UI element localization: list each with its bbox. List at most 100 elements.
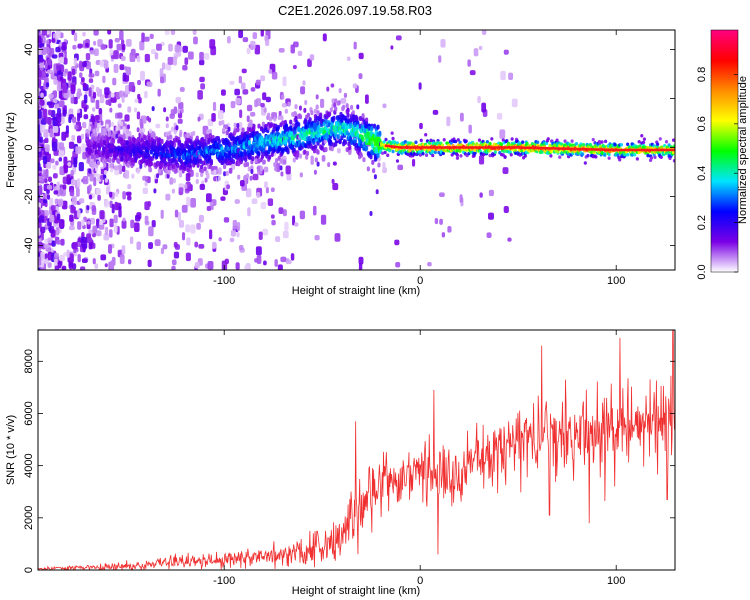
spectrogram-cell: [222, 164, 227, 170]
spectrogram-cell: [190, 224, 196, 234]
spectrogram-cell: [250, 165, 254, 171]
y-tick-label: 40: [23, 43, 35, 55]
spectrogram-cell: [136, 127, 140, 133]
spectrogram-cell: [61, 200, 68, 210]
spectrogram-cell: [104, 177, 109, 183]
spectrogram-cell: [478, 155, 485, 165]
spectrogram-cell: [178, 172, 183, 178]
spectrogram-cell: [103, 173, 107, 179]
spectrogram-cell: [555, 138, 559, 142]
spectrogram-cell: [89, 217, 95, 225]
spectrogram-cell: [428, 141, 432, 145]
y-tick-label: 0: [23, 567, 35, 573]
spectrogram-cell: [238, 75, 242, 84]
spectrogram-cell: [46, 30, 50, 35]
spectrogram-cell: [438, 55, 442, 63]
spectrogram-cell: [432, 109, 439, 115]
spectrogram-cell: [390, 131, 394, 135]
spectrogram-cell: [228, 167, 233, 174]
spectrogram-cell: [126, 39, 132, 47]
spectrogram-cell: [231, 159, 236, 165]
spectrogram-cell: [514, 148, 518, 153]
spectrogram-cell: [38, 129, 41, 139]
spectrogram-cell: [186, 167, 191, 173]
spectrogram-cell: [260, 75, 266, 82]
spectrogram-cell: [71, 242, 78, 250]
spectrogram-cell: [144, 36, 150, 42]
spectrogram-cell: [536, 140, 540, 144]
spectrogram-cell: [38, 256, 42, 266]
spectrogram-cell: [71, 116, 77, 123]
spectrogram-cell: [372, 168, 376, 174]
spectrogram-cell: [208, 133, 213, 139]
spectrogram-cell: [285, 165, 291, 175]
spectrogram-cell: [118, 205, 122, 211]
spectrogram-cell: [102, 75, 106, 84]
spectrogram-cell: [297, 50, 303, 56]
spectrogram-cell: [85, 53, 91, 61]
spectrogram-cell: [471, 142, 475, 146]
spectrogram-cell: [51, 38, 56, 43]
spectrogram-cell: [251, 156, 255, 162]
spectrogram-cell: [234, 144, 238, 150]
spectrogram-cell: [254, 44, 261, 55]
spectrogram-cell: [134, 98, 139, 104]
spectrogram-cell: [174, 168, 178, 174]
spectrogram-cell: [122, 72, 127, 82]
spectrogram-cell: [132, 143, 136, 149]
spectrogram-cell: [106, 186, 110, 195]
spectrogram-cell: [119, 64, 125, 71]
spectrogram-cell: [659, 155, 663, 159]
spectrogram-cell: [169, 134, 173, 140]
spectrogram-cell: [280, 171, 284, 177]
spectrogram-cell: [60, 238, 65, 246]
spectrogram-cell: [193, 36, 198, 45]
spectrogram-cell: [468, 124, 472, 134]
spectrogram-cell: [83, 114, 89, 120]
x-tick-label: -100: [213, 275, 235, 287]
spectrogram-cell: [206, 129, 210, 135]
spectrogram-cell: [160, 209, 164, 219]
spectrogram-cell: [139, 118, 143, 127]
spectrogram-cell: [133, 107, 138, 113]
spectrogram-cell: [38, 48, 43, 55]
spectrogram-cell: [340, 135, 344, 141]
spectrogram-cell: [390, 45, 394, 50]
spectrogram-cell: [44, 62, 48, 70]
spectrogram-cell: [95, 127, 100, 133]
spectrogram-cell: [439, 218, 443, 225]
spectrogram-cell: [69, 189, 75, 197]
spectrogram-cell: [343, 92, 348, 98]
spectrogram-cell: [270, 214, 275, 219]
spectrogram-cell: [276, 124, 280, 130]
spectrogram-cell: [76, 178, 81, 188]
spectrogram-cell: [246, 104, 253, 112]
spectrogram-cell: [48, 93, 54, 99]
spectrogram-cell: [87, 237, 93, 243]
spectrogram-cell: [198, 214, 204, 223]
spectrogram-cell: [55, 226, 60, 236]
spectrogram-cell: [356, 124, 360, 130]
spectrogram-cell: [331, 178, 335, 184]
spectrogram-cell: [265, 96, 271, 103]
spectrogram-cell: [581, 152, 585, 156]
spectrogram-cell: [275, 236, 281, 242]
spectrogram-cell: [77, 209, 81, 218]
spectrogram-cell: [646, 153, 650, 158]
spectrogram-cell: [43, 257, 50, 264]
spectrogram-cell: [56, 181, 60, 191]
spectrogram-cell: [316, 149, 320, 155]
spectrogram-cell: [110, 92, 115, 98]
spectrogram-cell: [440, 39, 446, 48]
spectrogram-cell: [156, 173, 160, 179]
spectrogram-cell: [217, 175, 221, 181]
spectrogram-cell: [414, 140, 418, 144]
spectrogram-cell: [298, 105, 302, 111]
spectrogram-cell: [458, 149, 462, 153]
spectrogram-cell: [160, 138, 164, 144]
spectrogram-cell: [322, 33, 327, 42]
spectrogram-cell: [59, 56, 65, 64]
spectrogram-cell: [50, 72, 55, 80]
spectrogram-cell: [282, 230, 289, 239]
spectrogram-cell: [292, 157, 296, 163]
